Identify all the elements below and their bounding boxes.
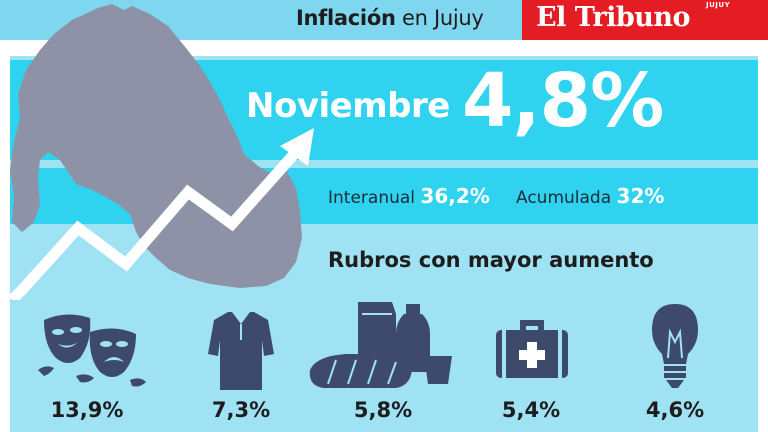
brand-logo-subtitle: JUJUY — [706, 1, 731, 9]
stat-interanual-value: 36,2% — [420, 184, 490, 208]
stat-interanual: Interanual 36,2% — [328, 184, 490, 208]
light-bulb-icon — [652, 304, 698, 388]
stat-interanual-label: Interanual — [328, 188, 416, 208]
divider — [0, 40, 768, 52]
brand-logo-text: El Tribuno — [536, 2, 691, 33]
header-title-rest: en Jujuy — [395, 6, 484, 30]
header-title: Inflación en Jujuy — [296, 6, 484, 30]
stat-acumulada: Acumulada 32% — [516, 184, 664, 208]
stat-acumulada-value: 32% — [616, 184, 665, 208]
stat-acumulada-label: Acumulada — [516, 188, 612, 208]
category-value-housing: 4,6% — [645, 398, 705, 422]
theater-masks-icon — [38, 314, 146, 387]
polo-shirt-icon — [208, 312, 274, 390]
headline-value: 4,8% — [462, 58, 664, 144]
category-value-food: 5,8% — [353, 398, 413, 422]
food-groceries-icon — [309, 302, 452, 388]
headline-month: Noviembre — [246, 86, 450, 126]
first-aid-kit-icon — [496, 320, 568, 378]
jujuy-map-icon — [8, 4, 314, 300]
category-value-health: 5,4% — [501, 398, 561, 422]
category-value-clothing: 7,3% — [211, 398, 271, 422]
brand-logo[interactable]: El Tribuno JUJUY — [522, 0, 768, 40]
header-title-bold: Inflación — [296, 6, 396, 30]
section-title: Rubros con mayor aumento — [328, 248, 654, 272]
category-value-recreation: 13,9% — [50, 398, 124, 422]
